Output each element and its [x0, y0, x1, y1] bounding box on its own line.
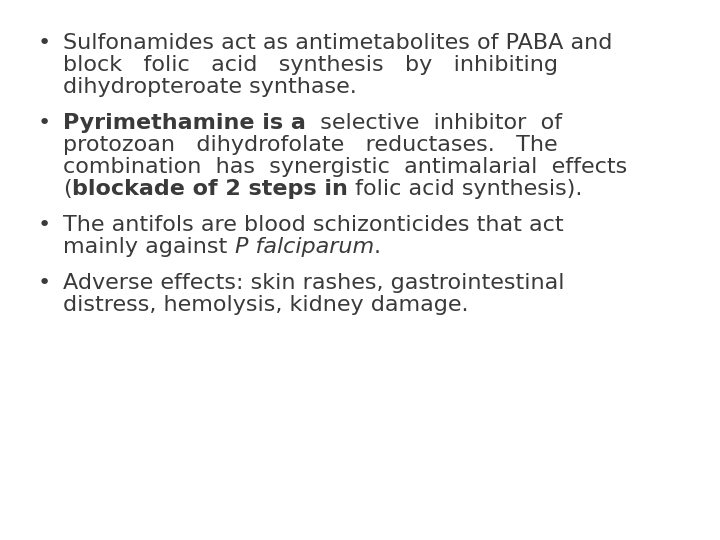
Text: Sulfonamides act as antimetabolites of PABA and: Sulfonamides act as antimetabolites of P… — [63, 33, 613, 53]
Text: •: • — [37, 113, 50, 133]
Text: .: . — [374, 237, 381, 257]
Text: protozoan   dihydrofolate   reductases.   The: protozoan dihydrofolate reductases. The — [63, 135, 558, 155]
Text: P falciparum: P falciparum — [235, 237, 374, 257]
Text: Pyrimethamine is a: Pyrimethamine is a — [63, 113, 306, 133]
Text: •: • — [37, 33, 50, 53]
Text: combination  has  synergistic  antimalarial  effects: combination has synergistic antimalarial… — [63, 157, 628, 177]
Text: The antifols are blood schizonticides that act: The antifols are blood schizonticides th… — [63, 215, 564, 235]
Text: •: • — [37, 273, 50, 293]
Text: mainly against: mainly against — [63, 237, 235, 257]
Text: •: • — [37, 215, 50, 235]
Text: blockade of 2 steps in: blockade of 2 steps in — [72, 179, 348, 199]
Text: dihydropteroate synthase.: dihydropteroate synthase. — [63, 77, 357, 97]
Text: (: ( — [63, 179, 72, 199]
Text: distress, hemolysis, kidney damage.: distress, hemolysis, kidney damage. — [63, 295, 469, 315]
Text: folic acid synthesis).: folic acid synthesis). — [348, 179, 582, 199]
Text: Adverse effects: skin rashes, gastrointestinal: Adverse effects: skin rashes, gastrointe… — [63, 273, 565, 293]
Text: block   folic   acid   synthesis   by   inhibiting: block folic acid synthesis by inhibiting — [63, 55, 559, 75]
Text: selective  inhibitor  of: selective inhibitor of — [306, 113, 562, 133]
